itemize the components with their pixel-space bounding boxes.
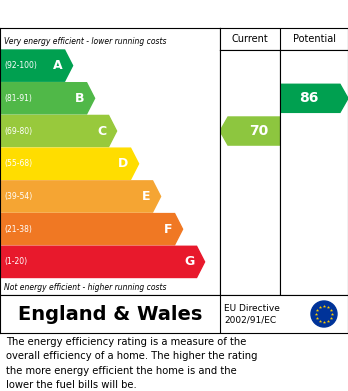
Polygon shape xyxy=(220,117,280,145)
Text: Energy Efficiency Rating: Energy Efficiency Rating xyxy=(10,7,220,22)
Text: A: A xyxy=(53,59,63,72)
Polygon shape xyxy=(0,50,73,81)
Text: 70: 70 xyxy=(250,124,269,138)
Polygon shape xyxy=(0,83,95,114)
Text: Not energy efficient - higher running costs: Not energy efficient - higher running co… xyxy=(4,283,166,292)
Text: B: B xyxy=(75,92,85,105)
Polygon shape xyxy=(0,181,160,212)
Polygon shape xyxy=(0,246,205,278)
Text: (21-38): (21-38) xyxy=(4,225,32,234)
Text: Current: Current xyxy=(232,34,268,44)
Text: 86: 86 xyxy=(299,91,318,105)
Text: F: F xyxy=(164,223,173,236)
Polygon shape xyxy=(0,148,139,179)
Text: EU Directive
2002/91/EC: EU Directive 2002/91/EC xyxy=(224,303,280,325)
Text: D: D xyxy=(118,157,129,170)
Polygon shape xyxy=(280,84,348,112)
Text: (39-54): (39-54) xyxy=(4,192,32,201)
Text: (92-100): (92-100) xyxy=(4,61,37,70)
Text: E: E xyxy=(142,190,151,203)
Text: England & Wales: England & Wales xyxy=(18,305,202,323)
Text: C: C xyxy=(97,125,106,138)
Text: Very energy efficient - lower running costs: Very energy efficient - lower running co… xyxy=(4,37,166,46)
Polygon shape xyxy=(0,213,183,245)
Text: (69-80): (69-80) xyxy=(4,127,32,136)
Text: G: G xyxy=(184,255,195,268)
Text: The energy efficiency rating is a measure of the
overall efficiency of a home. T: The energy efficiency rating is a measur… xyxy=(6,337,258,390)
Text: (1-20): (1-20) xyxy=(4,257,27,266)
Text: Potential: Potential xyxy=(293,34,335,44)
Circle shape xyxy=(311,301,337,327)
Polygon shape xyxy=(0,115,117,147)
Text: (81-91): (81-91) xyxy=(4,94,32,103)
Text: (55-68): (55-68) xyxy=(4,159,32,168)
